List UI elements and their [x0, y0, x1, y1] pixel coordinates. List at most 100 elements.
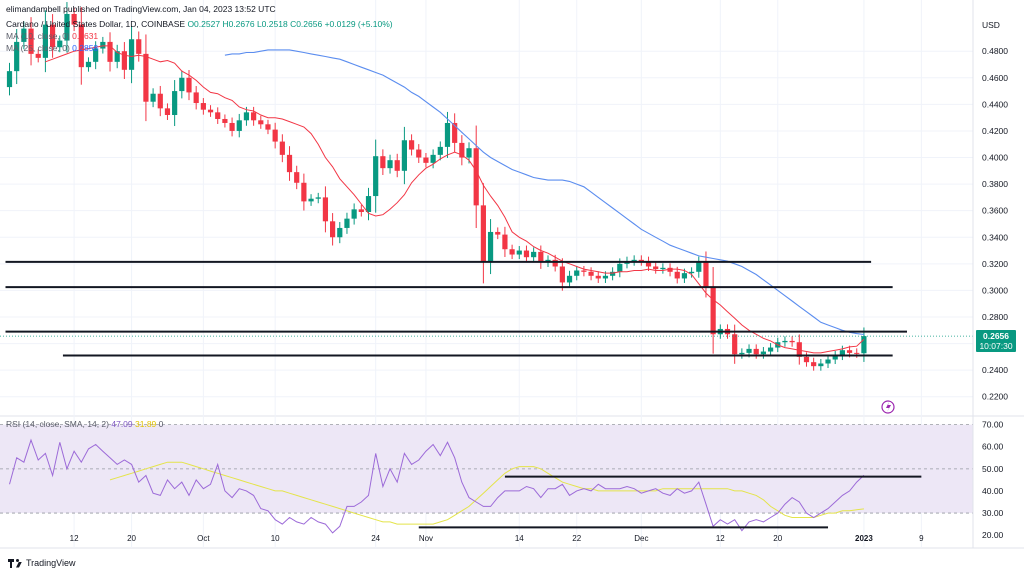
candle-up — [760, 351, 766, 355]
time-tick-label: 2023 — [855, 534, 873, 543]
time-tick-label: 14 — [515, 534, 524, 543]
candle-up — [401, 140, 407, 171]
candle-up — [574, 270, 580, 276]
candle-up — [818, 363, 824, 367]
candle-up — [531, 251, 537, 258]
candle-down — [588, 271, 594, 276]
candle-down — [753, 348, 759, 355]
price-tick-label: 0.4200 — [982, 126, 1008, 136]
rsi-lines — [9, 438, 922, 534]
candle-up — [236, 120, 242, 131]
rsi-tick-label: 30.00 — [982, 508, 1004, 518]
price-tick-label: 0.2200 — [982, 392, 1008, 402]
candle-down — [28, 28, 34, 54]
publish-info: elimandambell published on TradingView.c… — [6, 4, 276, 14]
price-tick-label: 0.2400 — [982, 365, 1008, 375]
candle-up — [631, 259, 637, 262]
candle-down — [200, 103, 206, 110]
candle-down — [164, 108, 171, 115]
candle-down — [509, 249, 515, 255]
candle-up — [444, 122, 451, 147]
candle-down — [473, 148, 479, 206]
candle-down — [803, 356, 810, 363]
candle-up — [437, 146, 443, 155]
candle-down — [322, 197, 329, 222]
rsi-label: RSI (14, close, SMA, 14, 2) — [6, 419, 109, 429]
candle-up — [681, 273, 688, 279]
price-axis[interactable]: 0.22000.24000.26000.28000.30000.32000.34… — [972, 0, 1008, 548]
ma10-value: 0.2631 — [72, 31, 99, 41]
candle-up — [387, 160, 393, 169]
candle-up — [487, 231, 494, 262]
rsi-tick-label: 60.00 — [982, 442, 1004, 452]
candle-down — [423, 157, 429, 163]
legend-rsi[interactable]: RSI (14, close, SMA, 14, 2) 47.09 31.89 … — [6, 419, 163, 430]
candle-down — [394, 160, 400, 171]
candle-up — [739, 352, 745, 355]
candle-down — [71, 14, 77, 25]
candle-up — [337, 227, 343, 238]
price-tick-label: 0.4800 — [982, 46, 1008, 56]
rsi-band — [0, 424, 973, 514]
tradingview-footer[interactable]: TradingView — [8, 558, 76, 568]
candle-down — [559, 266, 565, 283]
candle-down — [258, 120, 264, 125]
candle-down — [229, 122, 235, 131]
candle-down — [265, 124, 271, 130]
legend-ma10[interactable]: MA (10, close, 0) 0.2631 — [6, 31, 98, 42]
candle-down — [703, 262, 709, 287]
time-tick-label: Oct — [197, 534, 210, 543]
candle-down — [416, 149, 422, 158]
candle-up — [344, 218, 350, 228]
legend-ma25[interactable]: MA (25, close, 0) 0.2858 — [6, 43, 98, 54]
price-tick-label: 0.2800 — [982, 312, 1008, 322]
last-price-tag[interactable]: 0.2656 10:07:30 — [976, 330, 1016, 353]
candle-down — [251, 112, 257, 121]
candle-down — [552, 259, 558, 267]
moving-average-lines — [45, 45, 865, 354]
candle-down — [157, 93, 163, 109]
ma10-label: MA (10, close, 0) — [6, 31, 70, 41]
candle-up — [610, 271, 616, 276]
candle-down — [459, 142, 465, 158]
price-tick-label: 0.4400 — [982, 99, 1008, 109]
time-tick-label: 12 — [716, 534, 725, 543]
candle-down — [653, 266, 659, 270]
support-resistance-lines — [0, 260, 973, 357]
candle-up — [373, 156, 379, 197]
candles — [6, 2, 867, 371]
price-tick-label: 0.3400 — [982, 232, 1008, 242]
candle-up — [100, 41, 106, 49]
candle-down — [846, 350, 853, 353]
ma25-label: MA (25, close, 0) — [6, 43, 70, 53]
ma25-value: 0.2858 — [72, 43, 99, 53]
lightning-icon[interactable] — [881, 400, 895, 414]
candle-down — [538, 251, 544, 263]
candle-up — [696, 262, 702, 272]
price-tick-label: 0.3600 — [982, 206, 1008, 216]
candle-down — [143, 53, 149, 102]
candle-down — [222, 118, 228, 123]
candle-up — [861, 336, 867, 354]
candle-down — [286, 154, 293, 173]
price-tick-label: 0.3200 — [982, 259, 1008, 269]
candle-up — [21, 28, 27, 42]
candle-down — [207, 109, 214, 113]
time-tick-label: 24 — [371, 534, 380, 543]
last-price-value: 0.2656 — [983, 331, 1009, 342]
candle-up — [150, 93, 156, 102]
candle-down — [294, 172, 300, 183]
currency-label: USD — [982, 20, 1000, 30]
legend-main[interactable]: Cardano / United States Dollar, 1D, COIN… — [6, 19, 393, 30]
candle-up — [825, 359, 831, 364]
price-tick-label: 0.4000 — [982, 153, 1008, 163]
candle-up — [689, 271, 695, 274]
time-axis[interactable]: 12 20 Oct 10 24 Nov 14 22 Dec 12 20 2023 9 — [70, 534, 924, 543]
candle-down — [330, 221, 336, 238]
ohlc-close: C0.2656 — [290, 19, 323, 29]
candle-down — [645, 261, 652, 267]
candle-up — [516, 250, 522, 255]
candle-down — [667, 267, 673, 272]
time-tick-label: 20 — [127, 534, 136, 543]
